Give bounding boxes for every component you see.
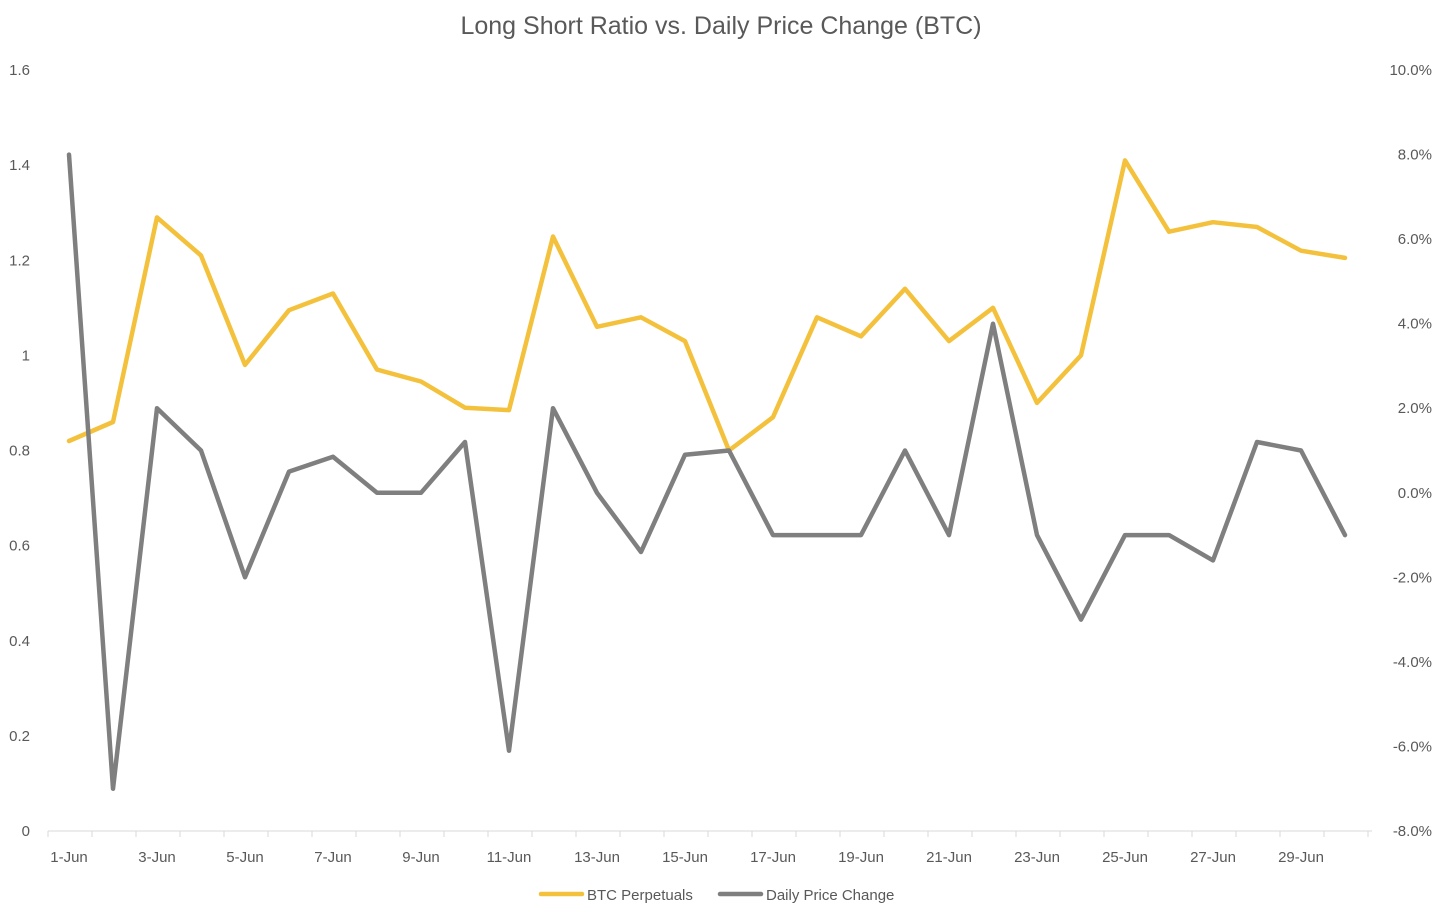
x-tick-label: 13-Jun [574, 849, 620, 866]
y-right-tick-label: -6.0% [1393, 738, 1432, 755]
y-right-tick-label: 8.0% [1398, 147, 1432, 164]
y-left-tick-label: 0.8 [9, 443, 30, 460]
x-tick-label: 25-Jun [1102, 849, 1148, 866]
x-tick-label: 7-Jun [314, 849, 352, 866]
y-right-tick-label: 0.0% [1398, 485, 1432, 502]
x-tick-label: 19-Jun [838, 849, 884, 866]
y-left-tick-label: 0 [22, 823, 30, 840]
series-line-daily-price-change [66, 152, 1348, 791]
x-tick-label: 9-Jun [402, 849, 440, 866]
y-right-tick-label: 10.0% [1389, 62, 1432, 79]
x-tick-label: 21-Jun [926, 849, 972, 866]
x-tick-label: 17-Jun [750, 849, 796, 866]
y-left-tick-label: 0.6 [9, 538, 30, 555]
y-right-tick-label: -2.0% [1393, 569, 1432, 586]
x-tick-label: 29-Jun [1278, 849, 1324, 866]
y-left-tick-label: 1.4 [9, 157, 30, 174]
y-right-tick-label: -4.0% [1393, 654, 1432, 671]
y-left-tick-label: 1.2 [9, 252, 30, 269]
series-line-btc-perpetuals [66, 158, 1348, 453]
legend-label: BTC Perpetuals [587, 887, 693, 904]
x-tick-label: 11-Jun [487, 849, 532, 866]
y-left-tick-label: 1 [22, 347, 30, 364]
x-tick-label: 5-Jun [226, 849, 264, 866]
chart-title: Long Short Ratio vs. Daily Price Change … [460, 12, 982, 40]
y-left-tick-label: 0.4 [9, 633, 30, 650]
y-right-tick-label: -8.0% [1393, 823, 1432, 840]
y-right-tick-label: 6.0% [1398, 231, 1432, 248]
legend-label: Daily Price Change [766, 887, 894, 904]
y-left-tick-label: 1.6 [9, 62, 30, 79]
y-left-tick-label: 0.2 [9, 728, 30, 745]
x-tick-label: 23-Jun [1014, 849, 1060, 866]
y-right-tick-label: 4.0% [1398, 316, 1432, 333]
x-tick-label: 15-Jun [662, 849, 708, 866]
x-tick-label: 3-Jun [138, 849, 176, 866]
y-right-tick-label: 2.0% [1398, 400, 1432, 417]
x-tick-label: 27-Jun [1190, 849, 1236, 866]
x-tick-label: 1-Jun [50, 849, 88, 866]
